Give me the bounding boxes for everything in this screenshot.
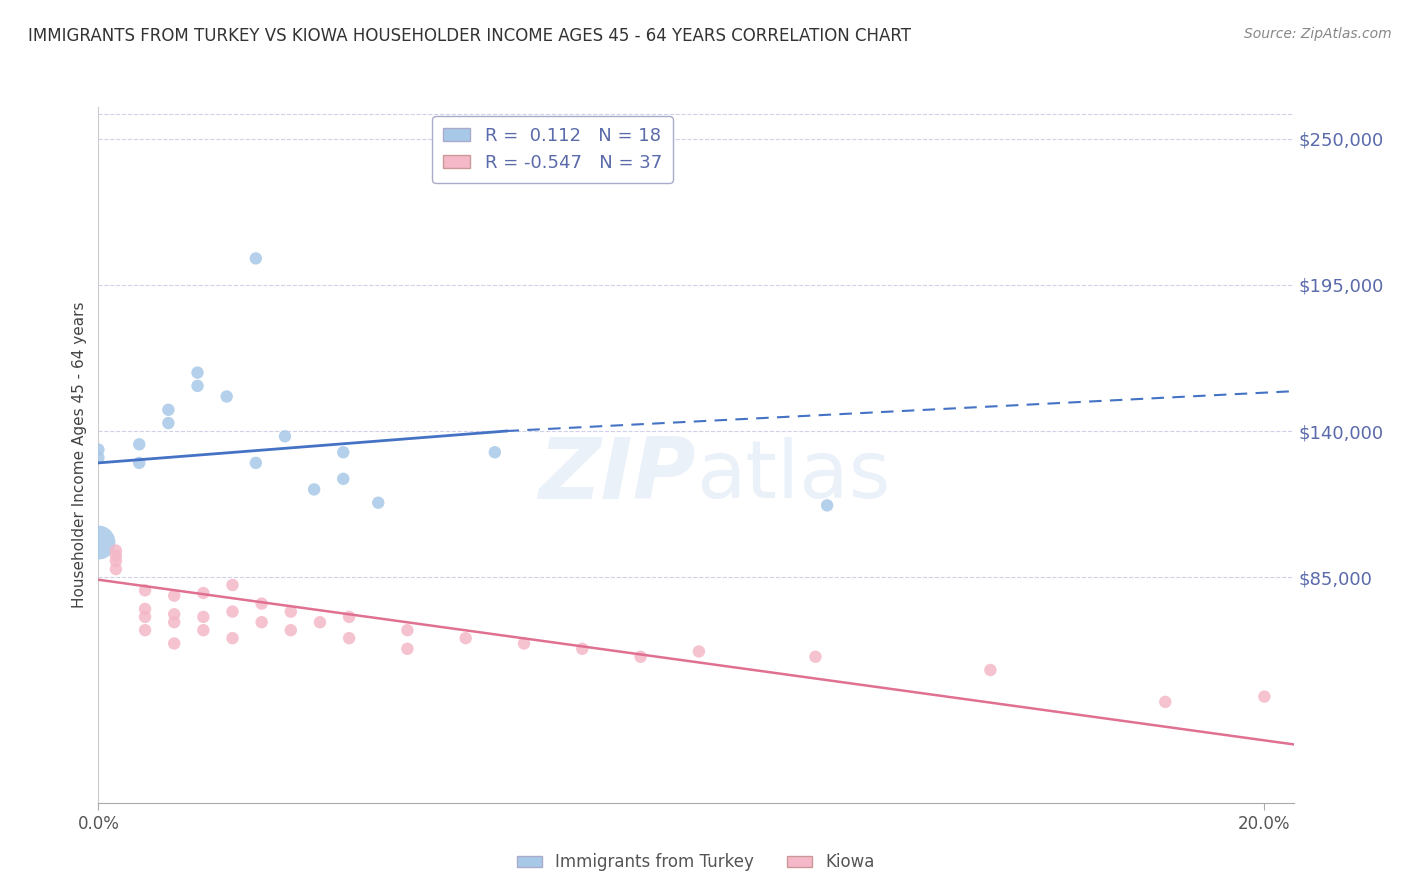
- Point: [163, 615, 186, 630]
- Point: [513, 636, 536, 650]
- Point: [571, 641, 593, 656]
- Point: [104, 562, 127, 576]
- Point: [104, 549, 127, 563]
- Point: [104, 668, 127, 682]
- Point: [396, 623, 419, 637]
- Point: [245, 252, 267, 266]
- Point: [134, 610, 156, 624]
- Point: [804, 649, 827, 664]
- Point: [134, 583, 156, 598]
- Point: [332, 472, 354, 486]
- Point: [215, 390, 238, 404]
- Point: [157, 416, 180, 430]
- Point: [193, 586, 215, 600]
- Point: [484, 445, 506, 459]
- Point: [193, 623, 215, 637]
- Point: [309, 615, 332, 630]
- Point: [221, 631, 243, 645]
- Legend: Immigrants from Turkey, Kiowa: Immigrants from Turkey, Kiowa: [510, 847, 882, 878]
- Point: [186, 379, 208, 393]
- Point: [280, 623, 302, 637]
- Point: [87, 535, 110, 549]
- Text: Source: ZipAtlas.com: Source: ZipAtlas.com: [1244, 27, 1392, 41]
- Point: [367, 496, 389, 510]
- Text: IMMIGRANTS FROM TURKEY VS KIOWA HOUSEHOLDER INCOME AGES 45 - 64 YEARS CORRELATIO: IMMIGRANTS FROM TURKEY VS KIOWA HOUSEHOL…: [28, 27, 911, 45]
- Point: [280, 605, 302, 619]
- Point: [245, 456, 267, 470]
- Point: [454, 631, 477, 645]
- Point: [396, 641, 419, 656]
- Point: [250, 615, 273, 630]
- Point: [302, 483, 325, 497]
- Point: [630, 649, 652, 664]
- Point: [104, 543, 127, 558]
- Point: [163, 607, 186, 622]
- Point: [250, 597, 273, 611]
- Point: [221, 578, 243, 592]
- Point: [688, 644, 710, 658]
- Text: atlas: atlas: [696, 437, 890, 515]
- Point: [337, 631, 360, 645]
- Point: [337, 610, 360, 624]
- Point: [332, 445, 354, 459]
- Point: [163, 589, 186, 603]
- Point: [87, 442, 110, 457]
- Point: [979, 663, 1001, 677]
- Point: [104, 554, 127, 568]
- Point: [128, 456, 150, 470]
- Point: [221, 605, 243, 619]
- Point: [1253, 690, 1275, 704]
- Point: [815, 499, 838, 513]
- Point: [134, 623, 156, 637]
- Point: [1154, 695, 1177, 709]
- Point: [134, 602, 156, 616]
- Point: [274, 429, 297, 443]
- Text: ZIP: ZIP: [538, 434, 696, 517]
- Point: [87, 450, 110, 465]
- Point: [157, 402, 180, 417]
- Point: [163, 636, 186, 650]
- Point: [186, 366, 208, 380]
- Y-axis label: Householder Income Ages 45 - 64 years: Householder Income Ages 45 - 64 years: [72, 301, 87, 608]
- Point: [128, 437, 150, 451]
- Point: [193, 610, 215, 624]
